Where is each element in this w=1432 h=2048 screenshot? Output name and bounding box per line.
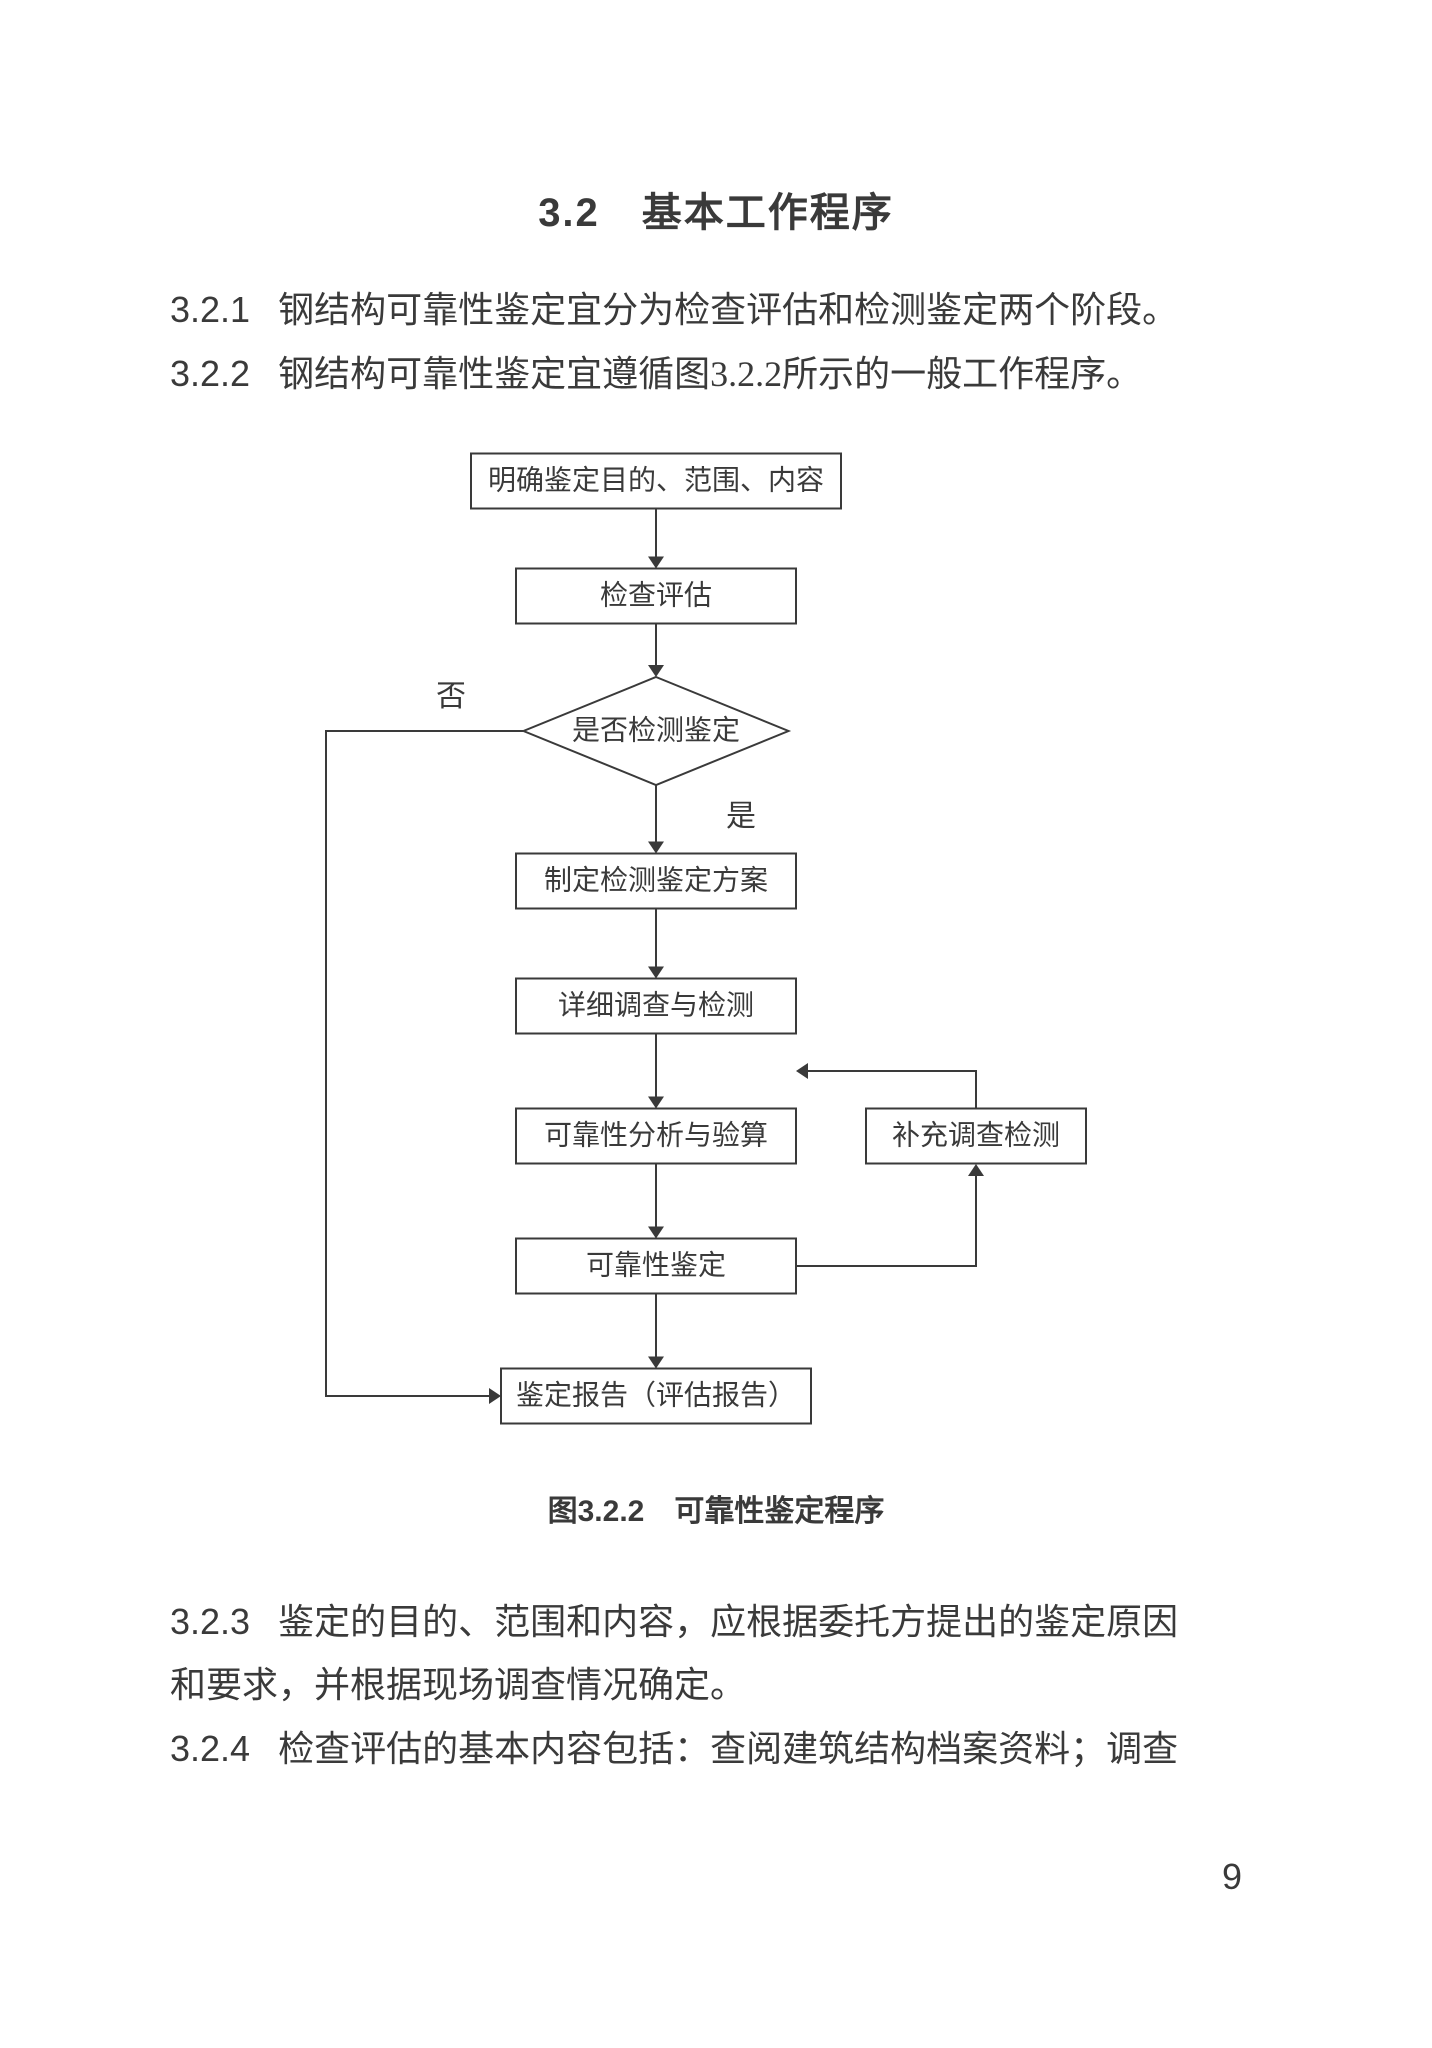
svg-text:可靠性鉴定: 可靠性鉴定 [586,1250,726,1282]
svg-text:详细调查与检测: 详细调查与检测 [558,990,754,1022]
section-title: 3.2 基本工作程序 [170,180,1262,238]
svg-text:否: 否 [436,680,466,713]
svg-text:是: 是 [726,800,756,833]
clause-3-2-2: 3.2.2 钢结构可靠性鉴定宜遵循图3.2.2所示的一般工作程序。 [170,342,1262,406]
clause-text: 检查评估的基本内容包括：查阅建筑结构档案资料；调查 [278,1729,1178,1769]
svg-text:明确鉴定目的、范围、内容: 明确鉴定目的、范围、内容 [488,465,824,497]
clause-num: 3.2.2 [170,353,250,394]
svg-text:鉴定报告（评估报告）: 鉴定报告（评估报告） [516,1380,796,1412]
svg-text:补充调查检测: 补充调查检测 [892,1120,1060,1152]
clause-text: 钢结构可靠性鉴定宜遵循图3.2.2所示的一般工作程序。 [278,354,1142,394]
clause-3-2-3: 3.2.3 鉴定的目的、范围和内容，应根据委托方提出的鉴定原因 [170,1590,1262,1654]
clause-3-2-1: 3.2.1 钢结构可靠性鉴定宜分为检查评估和检测鉴定两个阶段。 [170,278,1262,342]
clause-num: 3.2.1 [170,289,250,330]
clause-num: 3.2.4 [170,1728,250,1769]
svg-text:检查评估: 检查评估 [600,580,712,612]
svg-text:可靠性分析与验算: 可靠性分析与验算 [544,1120,768,1152]
svg-text:制定检测鉴定方案: 制定检测鉴定方案 [544,865,768,897]
clause-3-2-4: 3.2.4 检查评估的基本内容包括：查阅建筑结构档案资料；调查 [170,1717,1262,1781]
clause-3-2-3b: 和要求，并根据现场调查情况确定。 [170,1654,1262,1717]
flowchart-container: 明确鉴定目的、范围、内容检查评估是否检测鉴定制定检测鉴定方案详细调查与检测可靠性… [170,441,1262,1456]
page-number: 9 [1222,1856,1242,1898]
flowchart-caption: 图3.2.2 可靠性鉴定程序 [170,1486,1262,1530]
clause-text: 钢结构可靠性鉴定宜分为检查评估和检测鉴定两个阶段。 [278,290,1178,330]
clause-text: 鉴定的目的、范围和内容，应根据委托方提出的鉴定原因 [278,1602,1178,1642]
flowchart: 明确鉴定目的、范围、内容检查评估是否检测鉴定制定检测鉴定方案详细调查与检测可靠性… [256,441,1176,1456]
clause-num: 3.2.3 [170,1601,250,1642]
clause-text: 和要求，并根据现场调查情况确定。 [170,1665,746,1705]
svg-text:是否检测鉴定: 是否检测鉴定 [572,715,740,747]
